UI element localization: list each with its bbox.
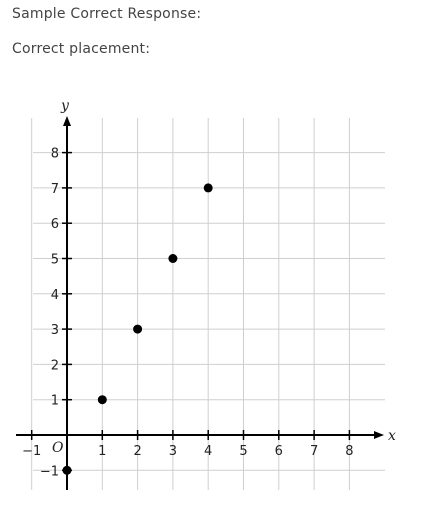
x-tick-label: 2 — [133, 444, 141, 459]
data-point — [62, 465, 72, 475]
y-tick-label: 1 — [51, 394, 59, 409]
data-point — [168, 254, 178, 263]
y-tick-label: 7 — [51, 182, 59, 197]
grid — [31, 118, 385, 490]
x-tick-label: 1 — [98, 444, 106, 459]
response-title: Sample Correct Response: — [12, 6, 202, 22]
x-tick-label: 7 — [310, 444, 318, 459]
y-tick-label: 6 — [51, 217, 59, 232]
x-axis-label: x — [388, 428, 396, 444]
y-tick-label: 5 — [51, 253, 59, 268]
y-axis-label: y — [60, 98, 70, 114]
data-point — [133, 324, 143, 334]
x-tick-label: 8 — [345, 444, 353, 459]
x-axis-arrow — [374, 431, 384, 439]
y-tick-label: 2 — [51, 358, 59, 373]
placement-subtitle: Correct placement: — [12, 41, 151, 57]
y-tick-label: 4 — [51, 288, 59, 303]
data-point — [203, 183, 213, 193]
ticks — [30, 151, 351, 472]
data-point — [97, 395, 107, 405]
x-tick-label: 6 — [275, 444, 283, 459]
y-tick-label: −1 — [40, 464, 59, 479]
y-axis-arrow — [63, 116, 71, 126]
x-tick-label: −1 — [22, 444, 41, 459]
x-tick-label: 5 — [239, 444, 247, 459]
origin-label: O — [52, 440, 64, 456]
x-tick-label: 4 — [204, 444, 212, 459]
tick-labels: x y O −1 1 2 3 4 5 6 7 8 −1 1 2 3 4 5 6 7 8 — [22, 98, 396, 479]
data-points — [62, 183, 213, 475]
axes — [16, 116, 384, 490]
y-tick-label: 3 — [51, 323, 59, 338]
y-tick-label: 8 — [51, 147, 59, 162]
x-tick-label: 3 — [169, 444, 177, 459]
